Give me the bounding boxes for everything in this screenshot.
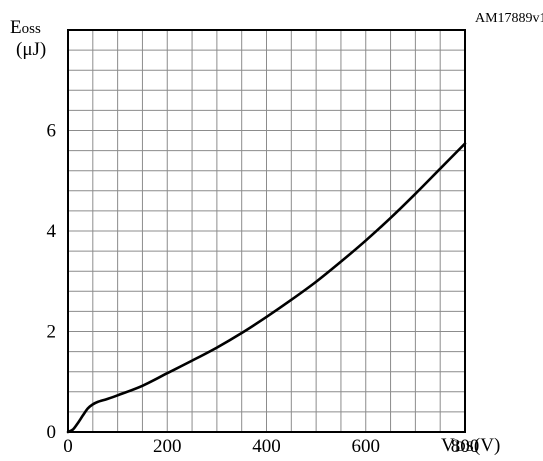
x-axis-subscript: DS [455, 439, 474, 455]
x-tick-label: 600 [352, 436, 381, 456]
x-tick-label: 800 [451, 436, 480, 456]
y-tick-label: 0 [47, 422, 57, 443]
x-tick-label: 400 [252, 436, 281, 456]
y-tick-label: 2 [47, 322, 57, 343]
x-axis-unit: (V) [474, 435, 500, 456]
x-tick-label: 200 [153, 436, 182, 456]
y-tick-label: 6 [47, 121, 57, 142]
reference-code: AM17889v1 [475, 11, 543, 26]
plot-frame [67, 29, 466, 433]
grid [67, 29, 466, 433]
y-axis-unit: (μJ) [16, 39, 46, 60]
plot-area [66, 142, 467, 434]
y-tick-label: 4 [47, 221, 57, 242]
x-axis-title: VDS(V) [441, 435, 500, 456]
y-axis-subscript: oss [22, 21, 41, 37]
x-tick-label: 0 [63, 436, 73, 456]
y-axis-symbol: E [10, 17, 22, 38]
tick-labels: 0 200 400 600 800 0 2 4 6 [47, 121, 480, 458]
eoss-curve [66, 142, 467, 434]
x-axis-symbol: V [441, 435, 455, 456]
y-axis-title: Eoss [10, 17, 41, 38]
